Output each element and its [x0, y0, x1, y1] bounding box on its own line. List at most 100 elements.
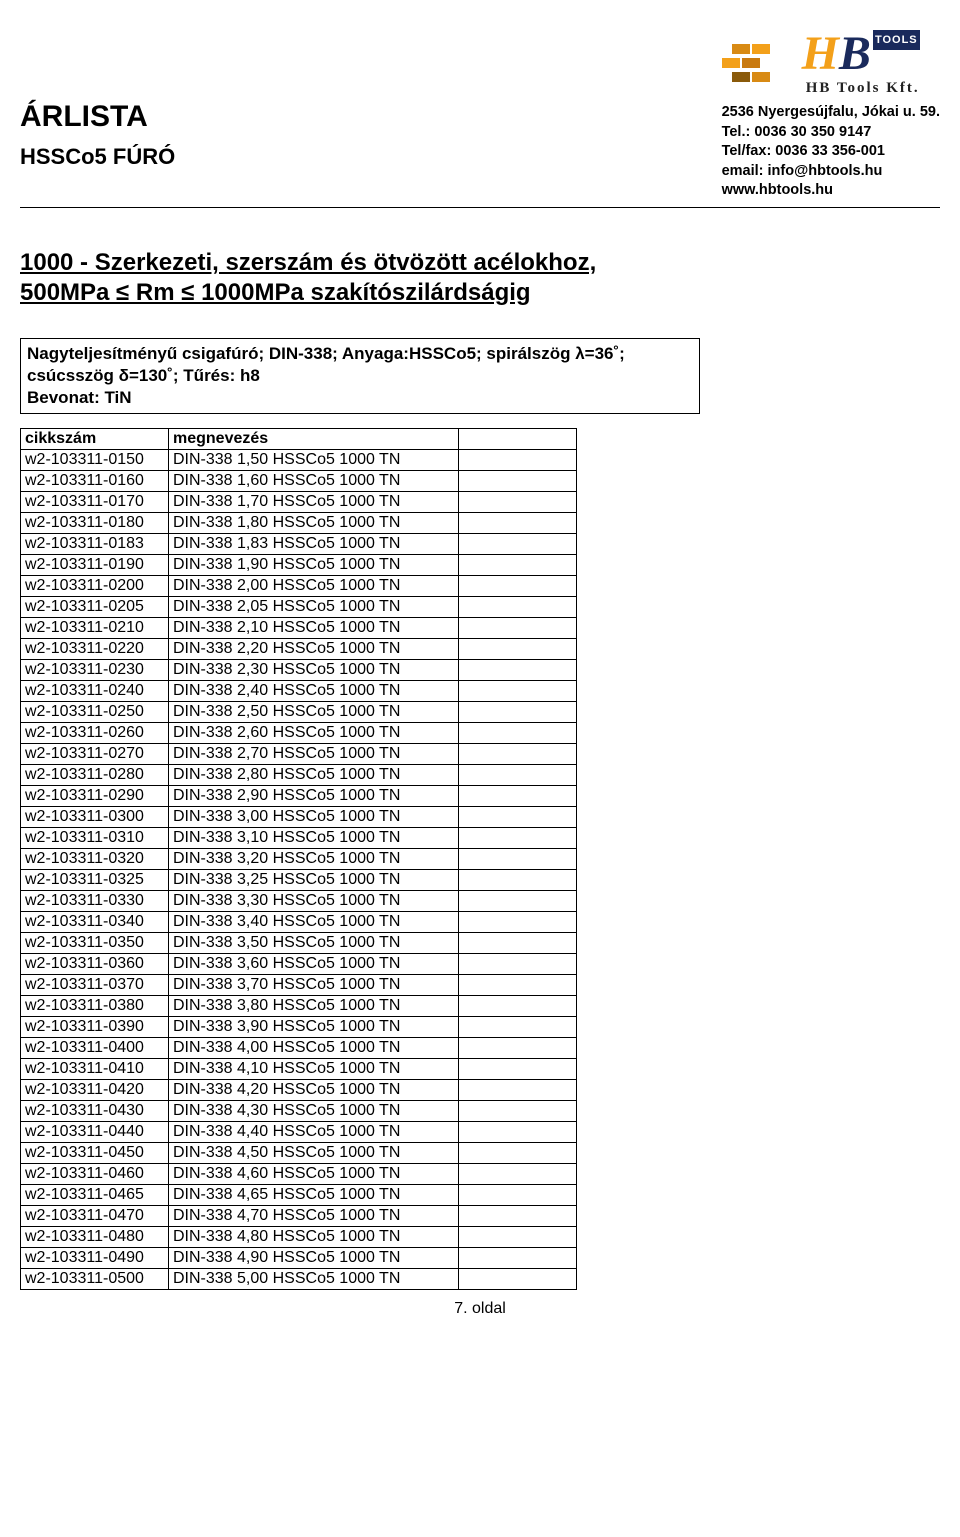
cell-empty — [459, 912, 577, 933]
cell-empty — [459, 1164, 577, 1185]
cell-empty — [459, 1269, 577, 1290]
spec-box: Nagyteljesítményű csigafúró; DIN-338; An… — [20, 338, 700, 414]
table-row: w2-103311-0340DIN-338 3,40 HSSCo5 1000 T… — [21, 912, 577, 933]
cell-desc: DIN-338 5,00 HSSCo5 1000 TN — [169, 1269, 459, 1290]
cell-desc: DIN-338 3,30 HSSCo5 1000 TN — [169, 891, 459, 912]
cell-empty — [459, 807, 577, 828]
cell-empty — [459, 870, 577, 891]
cell-empty — [459, 513, 577, 534]
table-row: w2-103311-0230DIN-338 2,30 HSSCo5 1000 T… — [21, 660, 577, 681]
cell-desc: DIN-338 3,20 HSSCo5 1000 TN — [169, 849, 459, 870]
cell-empty — [459, 1038, 577, 1059]
cell-empty — [459, 849, 577, 870]
cell-empty — [459, 786, 577, 807]
cell-desc: DIN-338 4,40 HSSCo5 1000 TN — [169, 1122, 459, 1143]
cell-empty — [459, 660, 577, 681]
table-row: w2-103311-0410DIN-338 4,10 HSSCo5 1000 T… — [21, 1059, 577, 1080]
cell-desc: DIN-338 3,60 HSSCo5 1000 TN — [169, 954, 459, 975]
cell-code: w2-103311-0280 — [21, 765, 169, 786]
cell-empty — [459, 555, 577, 576]
table-row: w2-103311-0490DIN-338 4,90 HSSCo5 1000 T… — [21, 1248, 577, 1269]
cell-desc: DIN-338 3,50 HSSCo5 1000 TN — [169, 933, 459, 954]
cell-desc: DIN-338 1,70 HSSCo5 1000 TN — [169, 492, 459, 513]
table-row: w2-103311-0450DIN-338 4,50 HSSCo5 1000 T… — [21, 1143, 577, 1164]
cell-empty — [459, 576, 577, 597]
cell-code: w2-103311-0205 — [21, 597, 169, 618]
cell-code: w2-103311-0340 — [21, 912, 169, 933]
cell-empty — [459, 597, 577, 618]
cell-code: w2-103311-0290 — [21, 786, 169, 807]
cell-empty — [459, 1122, 577, 1143]
cell-desc: DIN-338 4,65 HSSCo5 1000 TN — [169, 1185, 459, 1206]
table-row: w2-103311-0270DIN-338 2,70 HSSCo5 1000 T… — [21, 744, 577, 765]
header-right: H B TOOLS HB Tools Kft. 2536 Nyergesújfa… — [722, 30, 940, 201]
table-row: w2-103311-0205DIN-338 2,05 HSSCo5 1000 T… — [21, 597, 577, 618]
cell-code: w2-103311-0450 — [21, 1143, 169, 1164]
table-row: w2-103311-0400DIN-338 4,00 HSSCo5 1000 T… — [21, 1038, 577, 1059]
cell-desc: DIN-338 3,70 HSSCo5 1000 TN — [169, 975, 459, 996]
table-row: w2-103311-0310DIN-338 3,10 HSSCo5 1000 T… — [21, 828, 577, 849]
table-row: w2-103311-0370DIN-338 3,70 HSSCo5 1000 T… — [21, 975, 577, 996]
table-row: w2-103311-0350DIN-338 3,50 HSSCo5 1000 T… — [21, 933, 577, 954]
section-title-line2: 500MPa ≤ Rm ≤ 1000MPa szakítószilárdsági… — [20, 279, 531, 306]
cell-desc: DIN-338 3,25 HSSCo5 1000 TN — [169, 870, 459, 891]
logo-tools-tag: TOOLS — [873, 30, 920, 50]
table-row: w2-103311-0440DIN-338 4,40 HSSCo5 1000 T… — [21, 1122, 577, 1143]
cell-desc: DIN-338 2,80 HSSCo5 1000 TN — [169, 765, 459, 786]
cell-desc: DIN-338 2,30 HSSCo5 1000 TN — [169, 660, 459, 681]
cell-code: w2-103311-0325 — [21, 870, 169, 891]
table-row: w2-103311-0390DIN-338 3,90 HSSCo5 1000 T… — [21, 1017, 577, 1038]
table-row: w2-103311-0183DIN-338 1,83 HSSCo5 1000 T… — [21, 534, 577, 555]
cell-desc: DIN-338 3,00 HSSCo5 1000 TN — [169, 807, 459, 828]
cell-code: w2-103311-0470 — [21, 1206, 169, 1227]
cell-code: w2-103311-0260 — [21, 723, 169, 744]
table-row: w2-103311-0360DIN-338 3,60 HSSCo5 1000 T… — [21, 954, 577, 975]
cell-desc: DIN-338 3,90 HSSCo5 1000 TN — [169, 1017, 459, 1038]
cell-empty — [459, 933, 577, 954]
cell-code: w2-103311-0500 — [21, 1269, 169, 1290]
company-telfax: Tel/fax: 0036 33 356-001 — [722, 142, 940, 162]
cell-desc: DIN-338 4,30 HSSCo5 1000 TN — [169, 1101, 459, 1122]
cell-code: w2-103311-0390 — [21, 1017, 169, 1038]
cell-code: w2-103311-0330 — [21, 891, 169, 912]
section-title: 1000 - Szerkezeti, szerszám és ötvözött … — [20, 248, 940, 308]
header-divider — [20, 207, 940, 208]
cell-desc: DIN-338 2,90 HSSCo5 1000 TN — [169, 786, 459, 807]
cell-code: w2-103311-0350 — [21, 933, 169, 954]
table-row: w2-103311-0150DIN-338 1,50 HSSCo5 1000 T… — [21, 450, 577, 471]
cell-code: w2-103311-0440 — [21, 1122, 169, 1143]
table-row: w2-103311-0190DIN-338 1,90 HSSCo5 1000 T… — [21, 555, 577, 576]
document-page: ÁRLISTA HSSCo5 FÚRÓ H — [0, 0, 960, 1328]
cell-code: w2-103311-0190 — [21, 555, 169, 576]
cell-code: w2-103311-0210 — [21, 618, 169, 639]
cell-code: w2-103311-0400 — [21, 1038, 169, 1059]
cell-empty — [459, 744, 577, 765]
cell-code: w2-103311-0200 — [21, 576, 169, 597]
cell-code: w2-103311-0170 — [21, 492, 169, 513]
cell-empty — [459, 1248, 577, 1269]
spec-line-2: csúcsszög δ=130˚; Tűrés: h8 — [27, 365, 693, 387]
cell-empty — [459, 1227, 577, 1248]
cell-empty — [459, 765, 577, 786]
table-row: w2-103311-0460DIN-338 4,60 HSSCo5 1000 T… — [21, 1164, 577, 1185]
cell-code: w2-103311-0183 — [21, 534, 169, 555]
cell-desc: DIN-338 2,00 HSSCo5 1000 TN — [169, 576, 459, 597]
cell-code: w2-103311-0465 — [21, 1185, 169, 1206]
table-row: w2-103311-0325DIN-338 3,25 HSSCo5 1000 T… — [21, 870, 577, 891]
cell-code: w2-103311-0380 — [21, 996, 169, 1017]
cell-empty — [459, 639, 577, 660]
cell-empty — [459, 1017, 577, 1038]
cell-desc: DIN-338 4,70 HSSCo5 1000 TN — [169, 1206, 459, 1227]
cell-empty — [459, 1101, 577, 1122]
table-row: w2-103311-0280DIN-338 2,80 HSSCo5 1000 T… — [21, 765, 577, 786]
logo-company-name: HB Tools Kft. — [806, 80, 920, 97]
cell-empty — [459, 996, 577, 1017]
document-title: ÁRLISTA — [20, 100, 175, 134]
table-row: w2-103311-0180DIN-338 1,80 HSSCo5 1000 T… — [21, 513, 577, 534]
cell-code: w2-103311-0300 — [21, 807, 169, 828]
company-address: 2536 Nyergesújfalu, Jókai u. 59. — [722, 103, 940, 123]
logo-h-letter: H — [802, 30, 839, 78]
table-row: w2-103311-0480DIN-338 4,80 HSSCo5 1000 T… — [21, 1227, 577, 1248]
cell-desc: DIN-338 3,40 HSSCo5 1000 TN — [169, 912, 459, 933]
cell-code: w2-103311-0180 — [21, 513, 169, 534]
